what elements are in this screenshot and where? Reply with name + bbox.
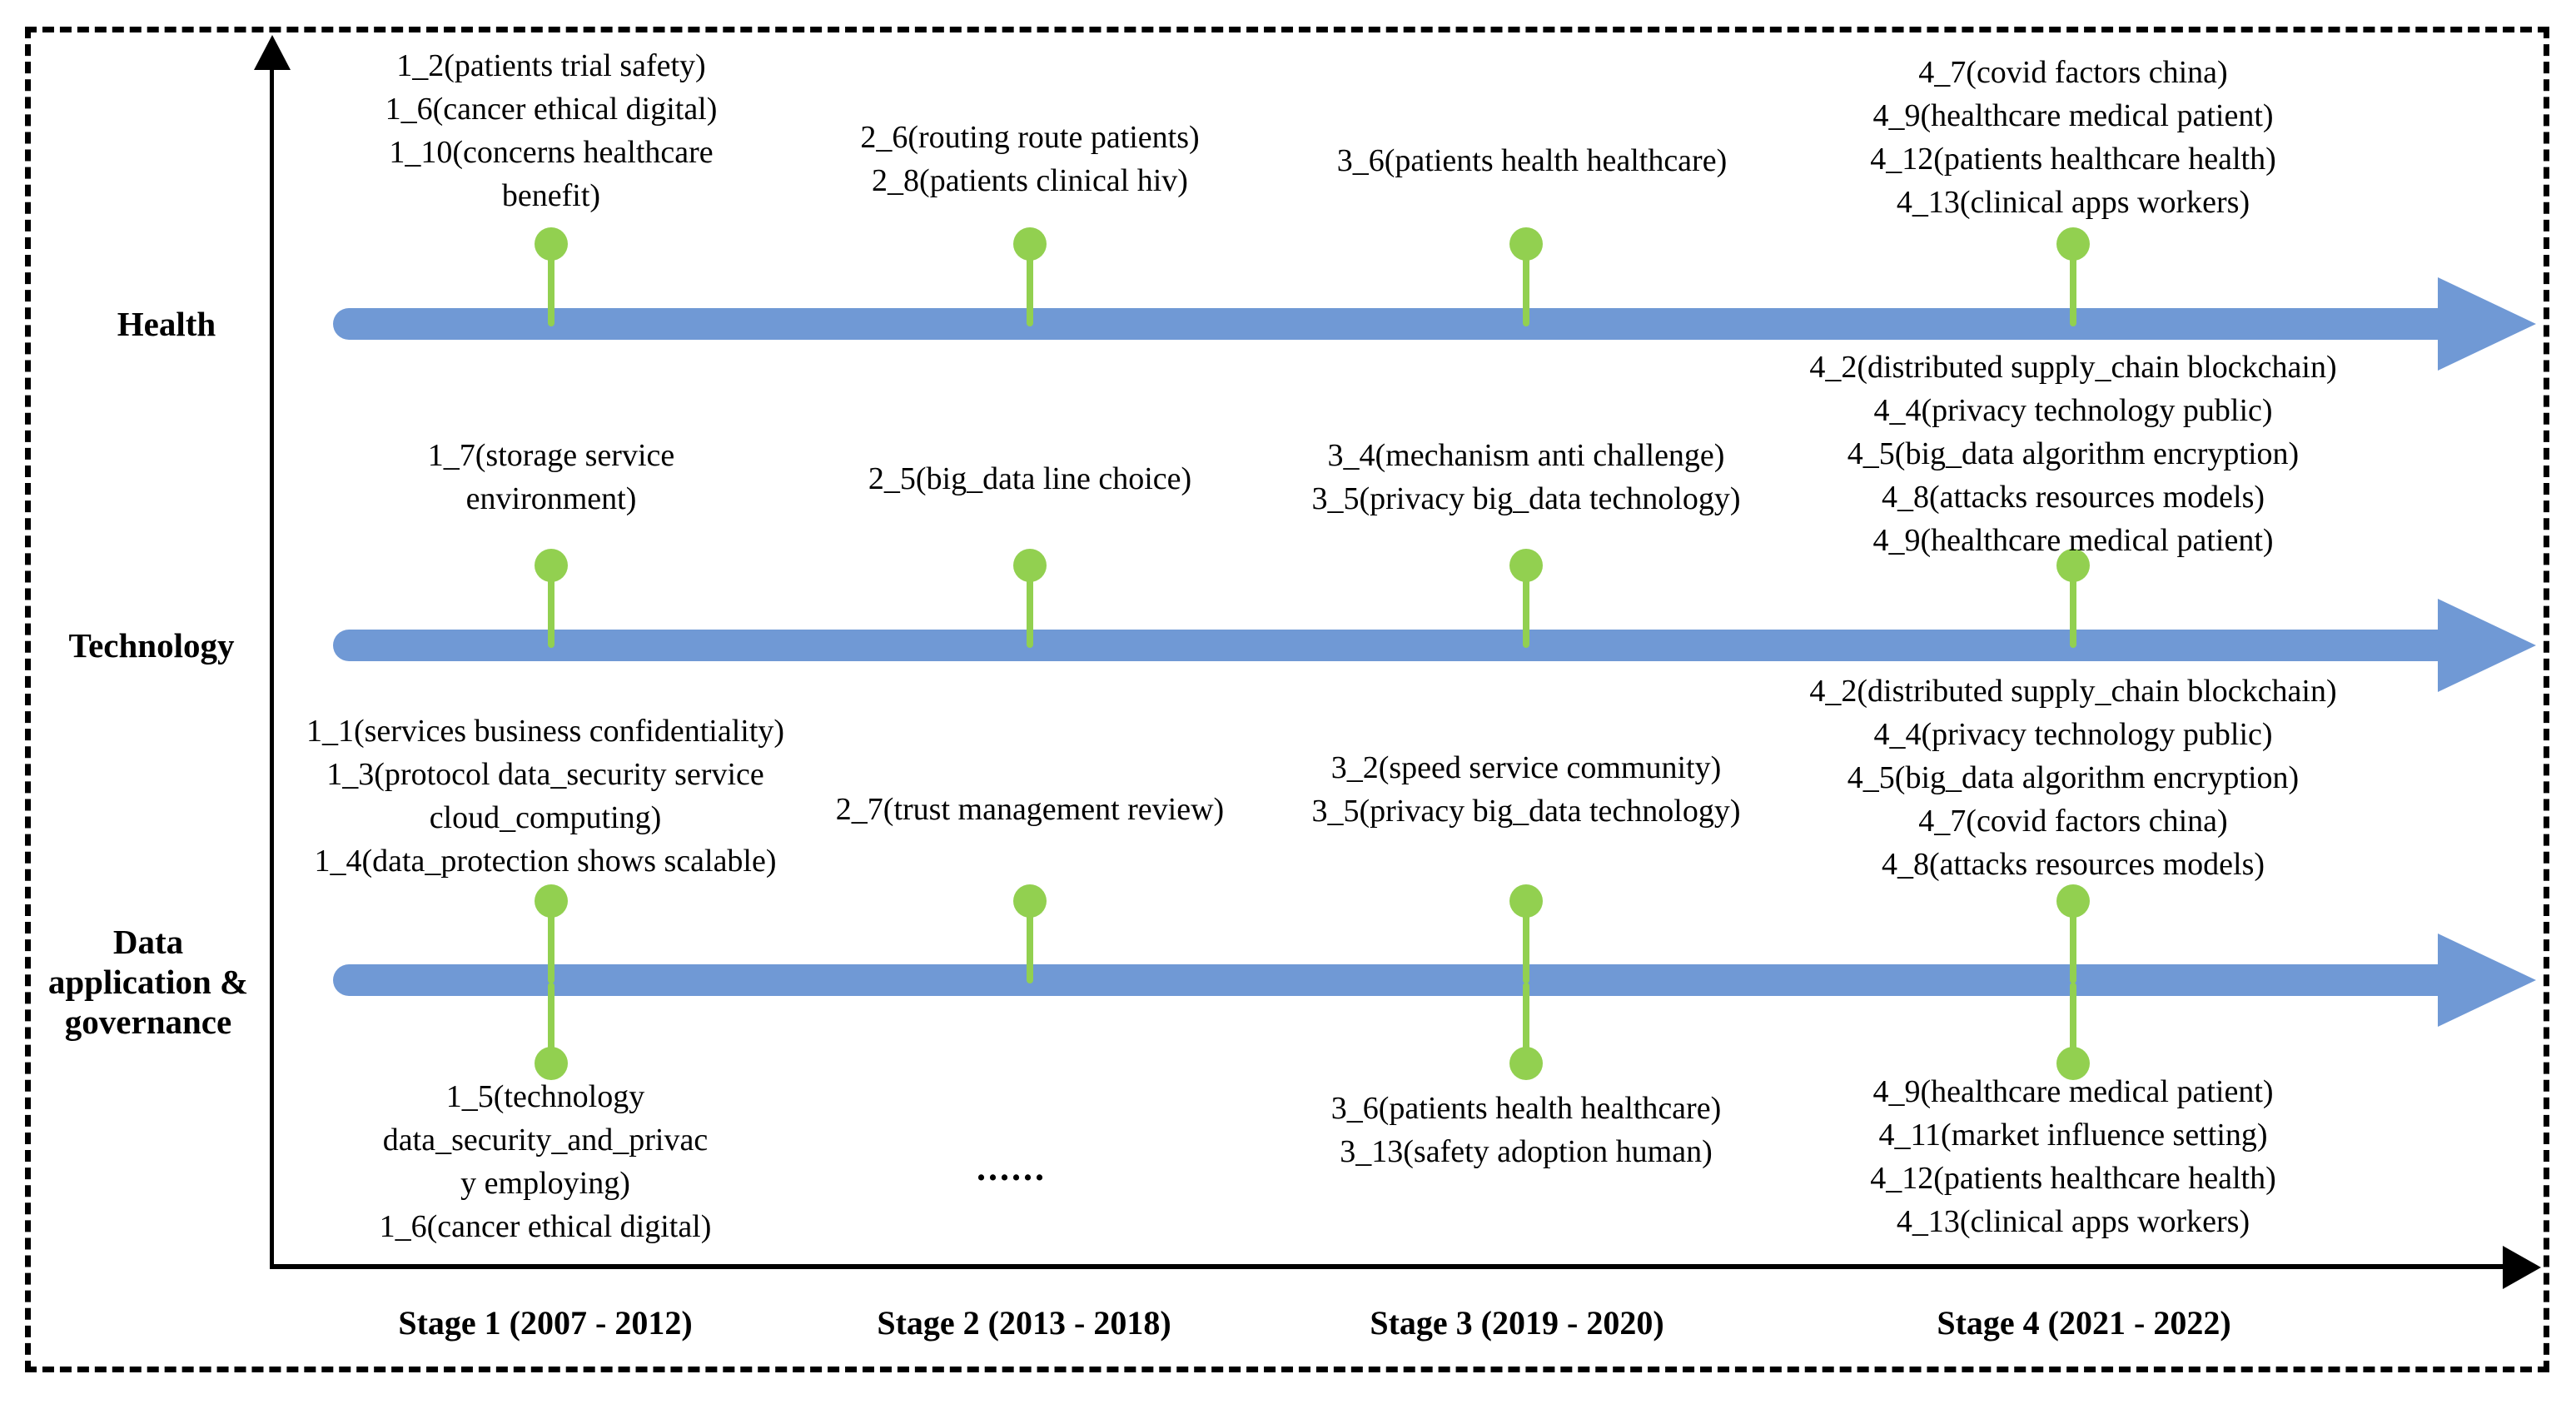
stage4-axis-label: Stage 4 (2021 - 2022) (1937, 1304, 2231, 1342)
stage2-axis-label: Stage 2 (2013 - 2018) (877, 1304, 1171, 1342)
label-group-data-stage3-above: 3_2(speed service community) 3_5(privacy … (1311, 750, 1741, 829)
stage-pin-icon-data-s2-above (1013, 884, 1047, 918)
x-axis (270, 1264, 2513, 1269)
label-group-tech-stage4: 4_2(distributed supply_chain blockchain)… (1809, 350, 2337, 558)
technology-timeline-arrow (333, 630, 2439, 661)
label-group-tech-stage3: 3_4(mechanism anti challenge) 3_5(privacy… (1311, 438, 1741, 516)
label-group-data-stage2-above: 2_7(trust management review) (835, 792, 1225, 827)
technology-timeline-arrowhead-icon (2438, 599, 2536, 692)
data-governance-timeline-arrowhead-icon (2438, 934, 2536, 1027)
pin-stem-data-s2-above (1027, 907, 1033, 983)
stage1-axis-label: Stage 1 (2007 - 2012) (398, 1304, 693, 1342)
label-group-data-stage1-below: 1_5(technology data_security_and_privac y … (379, 1079, 712, 1244)
pin-stem-tech-s2 (1027, 571, 1033, 648)
pin-stem-data-s1-above (548, 907, 554, 983)
label-group-health-stage2: 2_6(routing route patients) 2_8(patients … (860, 120, 1200, 198)
stage-pin-icon-data-s3-below (1509, 1047, 1543, 1080)
label-group-tech-stage2: 2_5(big_data line choice) (868, 461, 1192, 496)
health-timeline-arrowhead-icon (2438, 277, 2536, 371)
data-governance-timeline-arrow (333, 964, 2439, 996)
pin-stem-health-s1 (548, 250, 554, 326)
y-axis-arrow-icon (254, 35, 291, 70)
pin-stem-data-s4-below (2070, 983, 2076, 1056)
pin-stem-tech-s4 (2070, 571, 2076, 648)
health-timeline-arrow (333, 308, 2439, 340)
pin-stem-health-s2 (1027, 250, 1033, 326)
pin-stem-data-s3-above (1523, 907, 1529, 983)
row-label-data-governance: Data application & governance (47, 923, 249, 1041)
label-group-data-stage1-above: 1_1(services business confidentiality) 1_… (306, 714, 785, 879)
pin-stem-health-s4 (2070, 250, 2076, 326)
stage3-axis-label: Stage 3 (2019 - 2020) (1370, 1304, 1664, 1342)
stage-pin-icon-tech-s4 (2056, 549, 2090, 582)
pin-stem-tech-s3 (1523, 571, 1529, 648)
label-group-health-stage3: 3_6(patients health healthcare) (1336, 143, 1728, 178)
label-group-health-stage1: 1_2(patients trial safety) 1_6(cancer eth… (385, 48, 718, 213)
row-label-technology: Technology (68, 626, 235, 665)
stage-pin-icon-data-s4-below (2056, 1047, 2090, 1080)
pin-stem-data-s3-below (1523, 983, 1529, 1056)
stage-pin-icon-data-s4-above (2056, 884, 2090, 918)
x-axis-arrow-icon (2503, 1246, 2541, 1289)
stage-pin-icon-tech-s3 (1509, 549, 1543, 582)
stage-pin-icon-health-s4 (2056, 227, 2090, 261)
stage-pin-icon-data-s1-above (535, 884, 568, 918)
pin-stem-data-s4-above (2070, 907, 2076, 983)
y-axis (270, 65, 274, 1267)
label-group-data-stage4-above: 4_2(distributed supply_chain blockchain)… (1809, 674, 2337, 882)
label-group-tech-stage1: 1_7(storage service environment) (427, 438, 675, 516)
label-group-health-stage4: 4_7(covid factors china) 4_9(healthcare m… (1870, 55, 2276, 220)
stage-pin-icon-tech-s1 (535, 549, 568, 582)
figure-border (25, 27, 2549, 1372)
label-group-data-stage4-below: 4_9(healthcare medical patient) 4_11(mark… (1870, 1074, 2276, 1239)
stage-pin-icon-health-s1 (535, 227, 568, 261)
ellipsis-data-stage2-below: ...... (977, 1148, 1047, 1188)
stage-pin-icon-tech-s2 (1013, 549, 1047, 582)
row-label-health: Health (117, 305, 216, 343)
stage-pin-icon-health-s2 (1013, 227, 1047, 261)
label-group-data-stage3-below: 3_6(patients health healthcare) 3_13(safe… (1330, 1091, 1722, 1169)
pin-stem-data-s1-below (548, 983, 554, 1056)
pin-stem-health-s3 (1523, 250, 1529, 326)
stage-pin-icon-data-s3-above (1509, 884, 1543, 918)
stage-pin-icon-health-s3 (1509, 227, 1543, 261)
stage-pin-icon-data-s1-below (535, 1047, 568, 1080)
pin-stem-tech-s1 (548, 571, 554, 648)
